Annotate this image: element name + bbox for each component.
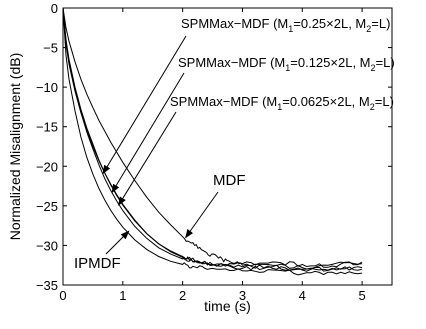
annotation-label-3: SPMMax−MDF (M1=0.0625×2L, M2=L) [170, 94, 394, 112]
annotation-arrow-1 [102, 35, 187, 175]
x-tick-label: 5 [358, 288, 365, 303]
annotation-arrow-2 [111, 72, 185, 194]
annotation-arrow-4 [185, 191, 219, 239]
annotation-label-5: IPMDF [74, 255, 121, 272]
y-tick-label: −20 [36, 159, 58, 174]
series-line-2 [62, 7, 363, 272]
annotation-label-1: SPMMax−MDF (M1=0.25×2L, M2=L) [181, 16, 390, 34]
annotation-arrow-3 [118, 111, 177, 206]
annotations: SPMMax−MDF (M1=0.25×2L, M2=L) SPMMax−MDF … [74, 16, 395, 272]
y-tick-label: 0 [51, 1, 58, 16]
y-tick-label: −5 [43, 41, 58, 56]
series-line-4 [62, 7, 363, 271]
x-tick-label: 3 [239, 288, 246, 303]
y-tick-label: −25 [36, 199, 58, 214]
plot-lines [62, 7, 363, 276]
y-tick-label: −35 [36, 278, 58, 293]
axes: 0 1 2 3 4 5 0 −5 −10 −15 −20 −25 −30 −35 [36, 1, 392, 303]
x-tick-label: 4 [299, 288, 306, 303]
x-tick-label: 1 [119, 288, 126, 303]
annotation-arrow-5 [105, 230, 130, 255]
y-axis-title: Normalized Misalignment (dB) [7, 53, 23, 241]
annotation-label-2: SPMMax−MDF (M1=0.125×2L, M2=L) [178, 55, 395, 73]
y-tick-label: −30 [36, 238, 58, 253]
series-line-5 [62, 7, 363, 276]
series-line-1 [62, 7, 363, 270]
x-axis-title: time (s) [204, 298, 251, 314]
y-tick-label: −10 [36, 80, 58, 95]
annotation-label-4: MDF [213, 172, 246, 189]
x-tick-label: 0 [59, 288, 66, 303]
y-tick-label: −15 [36, 120, 58, 135]
plot-frame [62, 7, 393, 286]
x-tick-label: 2 [179, 288, 186, 303]
